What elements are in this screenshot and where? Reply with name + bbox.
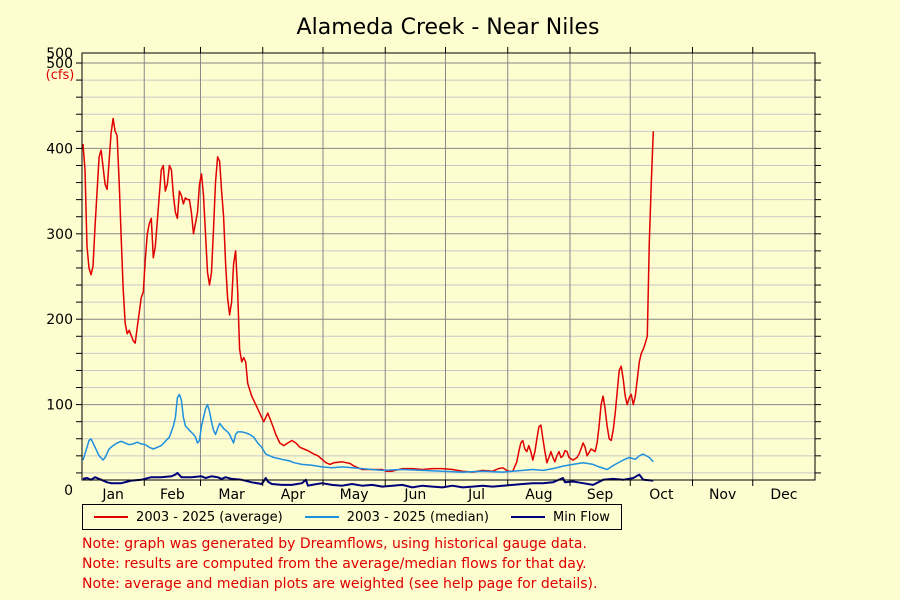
legend-label-median: 2003 - 2025 (median) [346,509,489,525]
legend-label-min-flow: Min Flow [553,509,610,525]
axis-ticks [76,47,821,486]
legend-item-average: 2003 - 2025 (average) [94,510,283,525]
legend-label-average: 2003 - 2025 (average) [136,509,283,525]
y-tick-label: 100 [46,398,73,414]
x-tick-label: May [340,487,369,503]
chart-title: Alameda Creek - Near Niles [297,15,600,40]
x-tick-label: Sep [587,487,614,503]
legend-swatch-average [94,516,129,518]
line-average [82,117,655,473]
y-tick-label: 500 [46,56,73,72]
line-min-flow [82,471,654,489]
series-layer [82,117,655,489]
x-tick-label: Aug [525,487,552,503]
note-line: Note: average and median plots are weigh… [82,576,598,592]
note-line: Note: graph was generated by Dreamflows,… [82,536,587,552]
y-tick-label: 400 [46,141,73,157]
x-tick-label: Dec [770,487,797,503]
y-tick-label: 300 [46,227,73,243]
x-tick-label: Mar [218,487,245,503]
legend-swatch-median [304,516,339,518]
legend-swatch-min-flow [511,516,546,518]
legend-item-min-flow: Min Flow [511,510,610,525]
x-tick-label: Jun [403,487,426,503]
x-tick-label: Feb [160,487,185,503]
x-tick-label: Jan [101,487,124,503]
grid-lines [82,53,815,480]
note-line: Note: results are computed from the aver… [82,556,587,572]
notes: Note: graph was generated by Dreamflows,… [82,534,597,594]
y-tick-label: 0 [64,483,73,499]
y-tick-label: 500 [46,46,73,62]
x-tick-label: Apr [281,487,305,503]
legend: 2003 - 2025 (average) 2003 - 2025 (media… [82,504,622,530]
x-tick-label: Jul [467,487,485,503]
plot-area [82,53,815,480]
x-tick-label: Oct [649,487,674,503]
y-tick-label: 200 [46,312,73,328]
legend-item-median: 2003 - 2025 (median) [304,509,489,525]
y-unit-label: (cfs) [46,68,75,83]
plot-frame [81,52,816,481]
x-tick-label: Nov [709,487,736,503]
line-median [82,393,654,473]
